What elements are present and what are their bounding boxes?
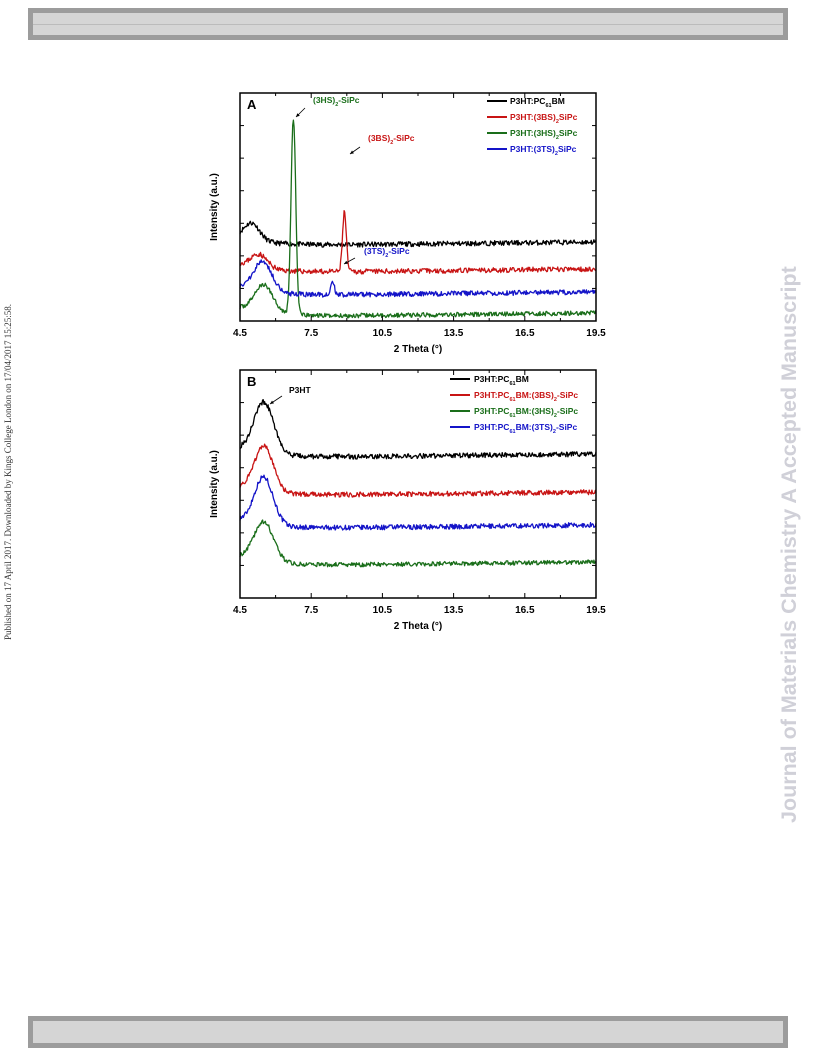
- peak-annotation: (3TS)2-SiPc: [364, 246, 410, 259]
- x-tick-label: 19.5: [586, 328, 606, 339]
- y-axis-title: Intensity (a.u.): [209, 173, 220, 241]
- series-line-3: [239, 119, 597, 319]
- series-line-4: [239, 259, 597, 298]
- annotation-arrowhead: [270, 400, 274, 404]
- x-tick-label: 7.5: [304, 605, 318, 616]
- series-line-2: [239, 443, 597, 498]
- x-tick-label: 16.5: [515, 605, 535, 616]
- panel-a: 4.5 7.5 10.5 13.5 16.5 19.5 2 Theta (°) Intensi…: [209, 92, 606, 355]
- annotation-arrowhead: [296, 113, 300, 117]
- x-tick-label: 4.5: [233, 328, 247, 339]
- page-header-bar: [28, 8, 788, 40]
- x-tick-label: 4.5: [233, 605, 247, 616]
- header-divider: [33, 24, 783, 25]
- series-line-2: [239, 210, 597, 275]
- panel-b: 4.5 7.5 10.5 13.5 16.5 19.5 2 Theta (°) Intensi…: [209, 369, 606, 632]
- legend: P3HT:PC61BM P3HT:PC61BM:(3BS)2-SiPc P3HT:P…: [450, 374, 578, 435]
- y-axis-title: Intensity (a.u.): [209, 450, 220, 518]
- panel-label: B: [247, 374, 256, 389]
- x-axis-title: 2 Theta (°): [394, 344, 442, 355]
- series-line-4: [239, 474, 597, 531]
- legend: P3HT:PC61BM P3HT:(3BS)2SiPc P3HT:(3HS)2SiP…: [487, 96, 578, 157]
- peak-annotation: P3HT: [289, 385, 312, 395]
- annotation-arrowhead: [344, 260, 348, 264]
- annotation-arrowhead: [350, 150, 354, 154]
- x-tick-label: 19.5: [586, 605, 606, 616]
- legend-entry: P3HT:(3HS)2SiPc: [510, 128, 578, 141]
- peak-annotation: (3BS)2-SiPc: [368, 133, 415, 146]
- series-line-1: [239, 399, 597, 460]
- legend-entry: P3HT:PC61BM:(3BS)2-SiPc: [474, 390, 578, 403]
- legend-entry: P3HT:(3BS)2SiPc: [510, 112, 578, 125]
- x-tick-label: 7.5: [304, 328, 318, 339]
- legend-entry: P3HT:PC61BM: [474, 374, 529, 387]
- legend-entry: P3HT:PC61BM:(3TS)2-SiPc: [474, 422, 577, 435]
- peak-annotation: (3HS)2-SiPc: [313, 95, 360, 108]
- x-axis-title: 2 Theta (°): [394, 621, 442, 632]
- series-line-1: [239, 220, 597, 248]
- x-tick-label: 10.5: [373, 328, 393, 339]
- legend-entry: P3HT:PC61BM:(3HS)2-SiPc: [474, 406, 578, 419]
- x-tick-label: 16.5: [515, 328, 535, 339]
- x-tick-label: 13.5: [444, 605, 464, 616]
- x-tick-label: 13.5: [444, 328, 464, 339]
- legend-entry: P3HT:PC61BM: [510, 96, 565, 109]
- page-footer-bar: [28, 1016, 788, 1048]
- panel-label: A: [247, 97, 257, 112]
- series-line-3: [239, 519, 597, 568]
- x-tick-label: 10.5: [373, 605, 393, 616]
- legend-entry: P3HT:(3TS)2SiPc: [510, 144, 577, 157]
